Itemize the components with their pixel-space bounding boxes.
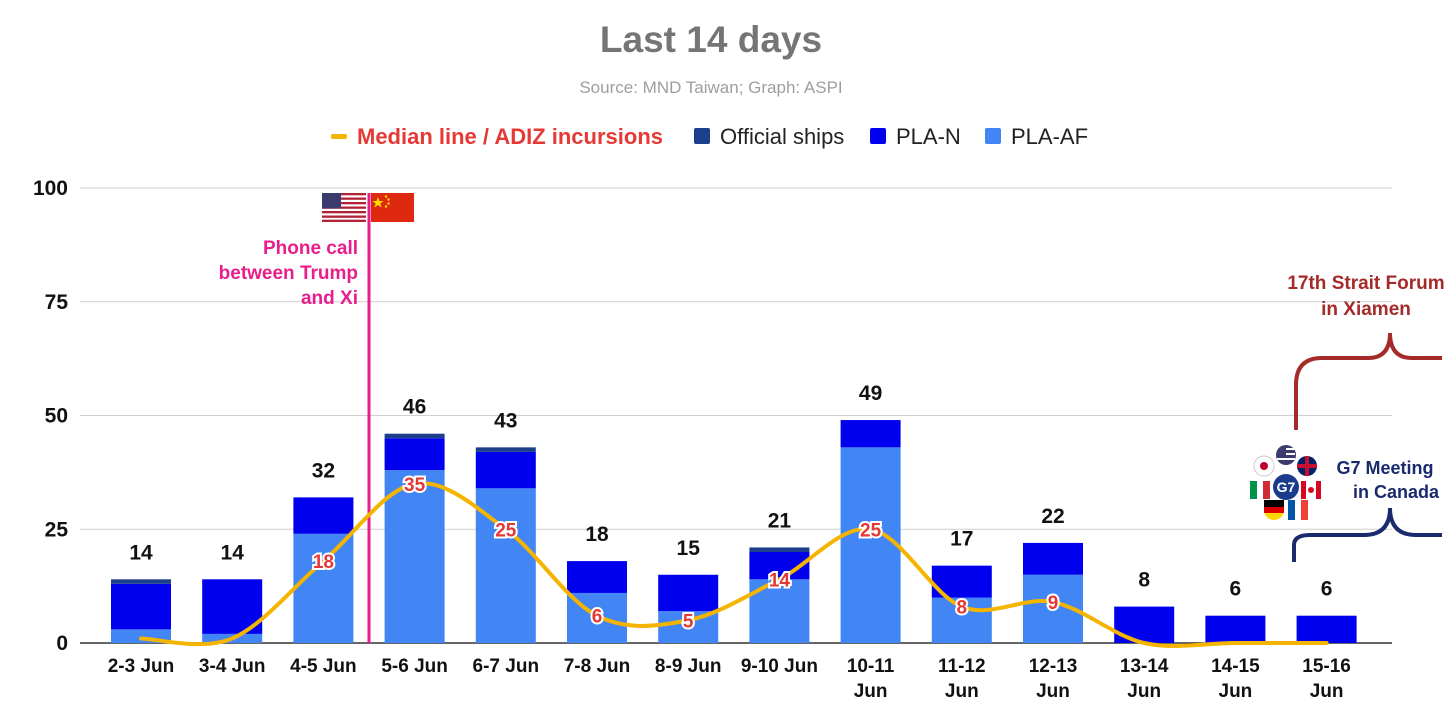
bar-total-label: 32 xyxy=(312,459,335,482)
x-axis: 2-3 Jun 3-4 Jun 4-5 Jun 5-6 Jun 6-7 Jun 7-8 J… xyxy=(108,656,1351,702)
phone-call-annotation: Phone call between Trump and Xi xyxy=(219,193,414,643)
legend-swatch-official-ships xyxy=(694,128,710,144)
bar-segment-pla-n xyxy=(840,420,901,448)
bar-segment-official-ships xyxy=(749,547,810,552)
bar-total-label: 14 xyxy=(129,541,153,564)
bar-segment-pla-n xyxy=(1296,615,1357,643)
bars xyxy=(111,420,1357,643)
y-tick-label: 75 xyxy=(45,291,69,314)
phone-call-label-line-3: and Xi xyxy=(301,288,358,309)
median-line xyxy=(139,481,1329,649)
x-tick-label: Jun xyxy=(1310,681,1344,702)
bar-segment-pla-af xyxy=(840,447,901,643)
x-tick-label: 7-8 Jun xyxy=(564,656,631,677)
g7-annotation: G7 G7 Meeting in Canada xyxy=(1250,445,1442,562)
bar-total-label: 8 xyxy=(1138,569,1150,592)
median-value-label: 25 xyxy=(860,520,882,541)
x-tick-label: 9-10 Jun xyxy=(741,656,818,677)
bar-segment-official-ships xyxy=(111,579,171,584)
legend-label-median: Median line / ADIZ incursions xyxy=(357,124,663,149)
median-value-label: 25 xyxy=(495,520,517,541)
bar-total-label: 21 xyxy=(768,509,792,532)
bar-segment-pla-n xyxy=(384,438,445,471)
legend-label-official-ships: Official ships xyxy=(720,124,844,149)
y-tick-label: 0 xyxy=(56,632,68,655)
bar-segment-pla-af xyxy=(384,470,445,643)
bar-total-label: 6 xyxy=(1230,578,1242,601)
median-value-label: 14 xyxy=(769,570,791,591)
strait-forum-label-line-1: 17th Strait Forum xyxy=(1287,273,1444,294)
bar-segment-pla-n xyxy=(658,574,719,612)
x-tick-label: Jun xyxy=(945,681,979,702)
legend-label-pla-af: PLA-AF xyxy=(1011,124,1088,149)
bar-total-label: 18 xyxy=(585,523,609,546)
median-value-label: 35 xyxy=(404,475,426,496)
chart-title: Last 14 days xyxy=(600,19,822,60)
legend-swatch-pla-n xyxy=(870,128,886,144)
bar-total-label: 49 xyxy=(859,382,882,405)
g7-emblem-icon: G7 xyxy=(1250,445,1321,520)
x-tick-label: 2-3 Jun xyxy=(108,656,175,677)
x-tick-label: 11-12 xyxy=(938,656,986,677)
median-line-labels: 18 35 25 6 5 14 25 8 9 xyxy=(311,473,1060,635)
china-flag-icon xyxy=(371,193,414,222)
bar-total-label: 46 xyxy=(403,396,426,419)
x-tick-label: Jun xyxy=(854,681,888,702)
bar-total-label: 17 xyxy=(950,528,973,551)
x-tick-label: 10-11 xyxy=(847,656,895,677)
bar-total-label: 14 xyxy=(221,541,245,564)
bar-totals: 14 14 32 46 43 18 15 21 49 17 22 8 6 6 xyxy=(129,382,1332,601)
bar-segment-pla-n xyxy=(1023,542,1083,575)
g7-bracket xyxy=(1292,507,1442,562)
chart-subtitle: Source: MND Taiwan; Graph: ASPI xyxy=(579,78,842,97)
x-tick-label: 8-9 Jun xyxy=(655,656,722,677)
legend-label-pla-n: PLA-N xyxy=(896,124,961,149)
bar-segment-pla-n xyxy=(567,561,627,593)
median-value-label: 8 xyxy=(957,598,968,619)
x-tick-label: Jun xyxy=(1036,681,1070,702)
bar-segment-official-ships xyxy=(384,433,445,439)
g7-emblem-text: G7 xyxy=(1277,479,1296,495)
us-flag-icon xyxy=(322,193,366,222)
x-tick-label: 5-6 Jun xyxy=(381,656,448,677)
x-tick-label: 14-15 xyxy=(1211,656,1260,677)
bar-total-label: 22 xyxy=(1041,505,1064,528)
bar-segment-pla-n xyxy=(1205,615,1266,643)
x-tick-label: 6-7 Jun xyxy=(473,656,540,677)
y-tick-label: 100 xyxy=(33,177,68,200)
bar-segment-pla-af xyxy=(293,533,354,643)
x-tick-label: 4-5 Jun xyxy=(290,656,357,677)
x-tick-label: 3-4 Jun xyxy=(199,656,266,677)
median-value-label: 18 xyxy=(313,552,334,573)
legend: Median line / ADIZ incursions Official s… xyxy=(331,124,1088,149)
g7-label-line-1: G7 Meeting xyxy=(1336,458,1433,478)
x-tick-label: 15-16 xyxy=(1302,656,1351,677)
x-tick-label: Jun xyxy=(1219,681,1253,702)
bar-total-label: 43 xyxy=(494,409,517,432)
phone-call-label-line-1: Phone call xyxy=(263,238,358,259)
bar-segment-official-ships xyxy=(475,447,536,452)
y-tick-label: 50 xyxy=(45,405,68,428)
bar-segment-pla-n xyxy=(475,451,536,489)
g7-label-line-2: in Canada xyxy=(1353,482,1440,502)
strait-forum-bracket xyxy=(1294,332,1442,430)
y-axis: 0 25 50 75 100 xyxy=(33,177,68,655)
x-tick-label: 12-13 xyxy=(1029,656,1078,677)
x-tick-label: Jun xyxy=(1127,681,1161,702)
bar-total-label: 15 xyxy=(677,537,701,560)
bar-total-label: 6 xyxy=(1321,578,1333,601)
legend-swatch-pla-af xyxy=(985,128,1001,144)
bar-segment-pla-n xyxy=(293,497,354,534)
y-tick-label: 25 xyxy=(45,518,69,541)
phone-call-label-line-2: between Trump xyxy=(219,263,358,284)
legend-swatch-median xyxy=(331,134,347,139)
bar-segment-pla-n xyxy=(111,583,171,630)
median-value-label: 5 xyxy=(683,611,694,632)
median-value-label: 9 xyxy=(1048,593,1059,614)
x-tick-label: 13-14 xyxy=(1120,656,1169,677)
median-value-label: 6 xyxy=(592,607,603,628)
strait-forum-label-line-2: in Xiamen xyxy=(1321,299,1411,320)
strait-forum-annotation: 17th Strait Forum in Xiamen xyxy=(1287,273,1445,430)
